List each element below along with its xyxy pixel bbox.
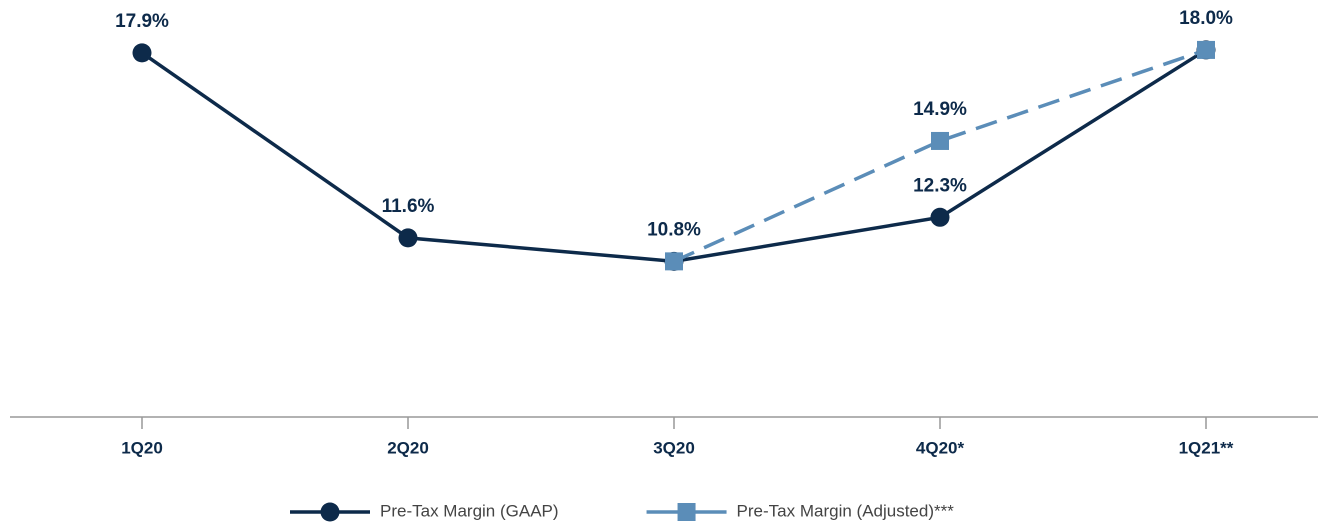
legend-label: Pre-Tax Margin (Adjusted)*** <box>737 501 955 520</box>
data-point <box>1197 40 1215 59</box>
legend-marker <box>677 503 696 521</box>
data-point <box>132 43 152 63</box>
data-label: 14.9% <box>913 99 967 120</box>
data-point <box>931 131 949 150</box>
data-label: 11.6% <box>382 196 435 217</box>
data-label: 10.8% <box>647 219 701 240</box>
x-tick-label: 4Q20* <box>916 438 965 457</box>
legend-marker <box>320 502 340 522</box>
series-line <box>673 48 1207 263</box>
data-label: 12.3% <box>913 175 967 196</box>
data-point <box>398 228 418 248</box>
x-tick-label: 2Q20 <box>387 438 429 457</box>
data-label: 17.9% <box>115 11 169 32</box>
x-tick-label: 3Q20 <box>653 438 695 457</box>
data-label: 18.0% <box>1179 8 1233 29</box>
x-tick-label: 1Q21** <box>1179 438 1234 457</box>
x-tick-label: 1Q20 <box>121 438 163 457</box>
data-point <box>930 207 950 227</box>
data-point <box>665 252 683 271</box>
legend-label: Pre-Tax Margin (GAAP) <box>380 501 559 520</box>
